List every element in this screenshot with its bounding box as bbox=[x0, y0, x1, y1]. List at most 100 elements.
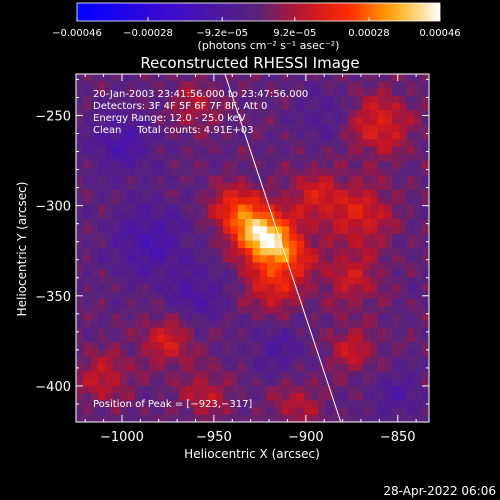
heatmap-cell bbox=[377, 269, 386, 278]
heatmap-cell bbox=[193, 168, 202, 176]
heatmap-cell bbox=[134, 255, 143, 263]
heatmap-cell bbox=[296, 248, 305, 256]
heatmap-cell bbox=[311, 335, 320, 343]
heatmap-cell bbox=[127, 81, 136, 89]
heatmap-cell bbox=[274, 248, 283, 256]
heatmap-cell bbox=[230, 132, 239, 140]
heatmap-cell bbox=[90, 248, 99, 256]
heatmap-cell bbox=[267, 277, 275, 285]
heatmap-cell bbox=[392, 364, 400, 372]
heatmap-cell bbox=[296, 95, 305, 104]
heatmap-cell bbox=[186, 226, 195, 234]
heatmap-cell bbox=[421, 262, 429, 271]
heatmap-cell bbox=[186, 124, 195, 133]
heatmap-cell bbox=[414, 364, 423, 372]
heatmap-cell bbox=[208, 327, 217, 336]
heatmap-cell bbox=[267, 335, 275, 343]
heatmap-cell bbox=[370, 349, 378, 358]
heatmap-cell bbox=[164, 146, 172, 155]
heatmap-cell bbox=[164, 153, 172, 162]
heatmap-cell bbox=[76, 233, 84, 242]
heatmap-cell bbox=[105, 103, 114, 111]
heatmap-cell bbox=[83, 153, 92, 162]
heatmap-cell bbox=[208, 168, 217, 176]
heatmap-cell bbox=[281, 269, 290, 278]
heatmap-cell bbox=[318, 277, 327, 285]
heatmap-cell bbox=[186, 110, 195, 118]
heatmap-cell bbox=[326, 182, 334, 191]
heatmap-cell bbox=[164, 306, 172, 314]
solar-limb-line bbox=[224, 73, 342, 423]
heatmap-cell bbox=[208, 74, 217, 82]
heatmap-cell bbox=[318, 197, 327, 205]
heatmap-cell bbox=[399, 407, 408, 416]
heatmap-cell bbox=[193, 146, 202, 155]
heatmap-cell bbox=[384, 161, 393, 169]
heatmap-cell bbox=[156, 190, 165, 198]
heatmap-cell bbox=[311, 378, 320, 387]
heatmap-cell bbox=[142, 103, 150, 111]
heatmap-cell bbox=[164, 414, 172, 422]
heatmap-cell bbox=[223, 117, 231, 126]
heatmap-cell bbox=[98, 124, 106, 133]
heatmap-cell bbox=[340, 255, 349, 263]
heatmap-cell bbox=[384, 117, 393, 126]
heatmap-cell bbox=[274, 407, 283, 416]
heatmap-cell bbox=[98, 190, 106, 198]
heatmap-cell bbox=[259, 349, 268, 358]
heatmap-cell bbox=[392, 327, 400, 336]
heatmap-cell bbox=[120, 103, 128, 111]
heatmap-cell bbox=[399, 240, 408, 249]
heatmap-cell bbox=[252, 306, 261, 314]
heatmap-cell bbox=[406, 81, 415, 89]
heatmap-cell bbox=[318, 153, 327, 162]
heatmap-cell bbox=[384, 110, 393, 118]
heatmap-cell bbox=[98, 313, 106, 321]
heatmap-cell bbox=[326, 168, 334, 176]
heatmap-cell bbox=[289, 190, 298, 198]
heatmap-cell bbox=[193, 313, 202, 321]
heatmap-cell bbox=[201, 233, 209, 242]
heatmap-cell bbox=[120, 371, 128, 379]
heatmap-cell bbox=[318, 349, 327, 358]
heatmap-cell bbox=[384, 414, 393, 422]
heatmap-cell bbox=[421, 277, 429, 285]
heatmap-cell bbox=[76, 139, 84, 147]
heatmap-cell bbox=[392, 132, 400, 140]
heatmap-cell bbox=[208, 255, 217, 263]
heatmap-cell bbox=[392, 190, 400, 198]
heatmap-cell bbox=[370, 327, 378, 336]
heatmap-cell bbox=[98, 335, 106, 343]
heatmap-cell bbox=[362, 95, 371, 104]
heatmap-cell bbox=[171, 233, 180, 242]
heatmap-cell bbox=[105, 284, 114, 292]
heatmap-cell bbox=[83, 139, 92, 147]
heatmap-cell bbox=[414, 306, 423, 314]
heatmap-cell bbox=[281, 277, 290, 285]
heatmap-cell bbox=[186, 371, 195, 379]
heatmap-cell bbox=[230, 291, 239, 300]
heatmap-cell bbox=[90, 284, 99, 292]
heatmap-cell bbox=[399, 168, 408, 176]
heatmap-cell bbox=[245, 153, 253, 162]
heatmap-cell bbox=[149, 182, 158, 191]
heatmap-cell bbox=[208, 132, 217, 140]
heatmap-cell bbox=[164, 364, 172, 372]
heatmap-cell bbox=[178, 240, 187, 249]
heatmap-cell bbox=[112, 414, 121, 422]
heatmap-cell bbox=[120, 284, 128, 292]
heatmap-cell bbox=[215, 95, 224, 104]
heatmap-cell bbox=[127, 291, 136, 300]
heatmap-cell bbox=[384, 306, 393, 314]
heatmap-cell bbox=[303, 291, 312, 300]
heatmap-cell bbox=[289, 219, 298, 227]
heatmap-cell bbox=[237, 248, 246, 256]
heatmap-cell bbox=[156, 349, 165, 358]
heatmap-cell bbox=[259, 277, 268, 285]
heatmap-cell bbox=[120, 306, 128, 314]
heatmap-cell bbox=[208, 153, 217, 162]
heatmap-cell bbox=[186, 262, 195, 271]
heatmap-cell bbox=[340, 74, 349, 82]
heatmap-cell bbox=[230, 117, 239, 126]
heatmap-cell bbox=[252, 393, 261, 401]
